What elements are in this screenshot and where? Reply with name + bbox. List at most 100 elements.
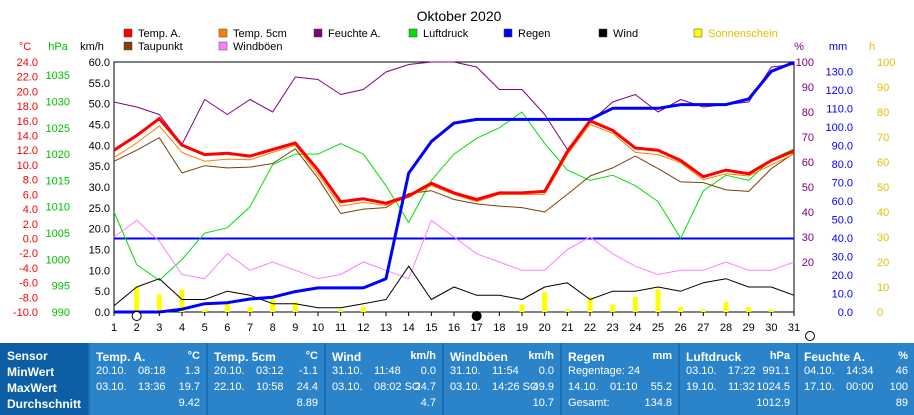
x-tick-label: 9: [292, 322, 298, 334]
legend-swatch: [408, 28, 418, 38]
stats-cell: 1012.9: [756, 397, 790, 409]
rain-unit-label: mm: [829, 41, 847, 53]
temp-tick-label: 18.0: [17, 101, 38, 113]
stats-cell: 11:54: [492, 365, 519, 377]
legend-swatch: [693, 28, 703, 38]
stats-box-unit: °C: [305, 350, 318, 362]
stats-cell: 03.10.: [686, 365, 717, 377]
x-tick-label: 18: [493, 322, 505, 334]
stats-cell: 08:18: [138, 365, 166, 377]
x-tick-label: 14: [403, 322, 415, 334]
rain-tick-label: 0.0: [838, 307, 853, 319]
row-label-avg: Durchschnitt: [7, 397, 82, 411]
stats-cell: 03.10.: [450, 381, 481, 393]
series-line-wind: [113, 265, 795, 309]
stats-cell: 03:12: [256, 365, 284, 377]
press-tick-label: 1000: [46, 254, 70, 266]
stats-box-unit: °C: [187, 350, 200, 362]
sunshine-bar: [542, 292, 548, 312]
legend-label: Taupunkt: [138, 41, 183, 53]
x-tick-label: 17: [471, 322, 483, 334]
press-tick-label: 1005: [46, 228, 70, 240]
stats-cell: -1.1: [299, 365, 318, 377]
stats-row: 17.10. 00:00 100: [804, 381, 908, 395]
chart-title: Oktober 2020: [417, 8, 502, 24]
stats-box: Temp. 5cm °C 20.10. 03:12 -1.1 22.10. 10:58 24.…: [208, 343, 324, 415]
stats-box-header: Regen: [568, 350, 605, 364]
sunshine-bar: [202, 309, 208, 312]
sunshine-bar: [224, 302, 230, 312]
x-tick-label: 31: [788, 322, 800, 334]
stats-row: 1012.9: [686, 397, 790, 411]
new-moon-icon: [471, 311, 482, 321]
stats-row: 03.10. 17:22 991.1: [686, 365, 790, 379]
wind-tick-label: 55.0: [89, 78, 110, 90]
x-tick-label: 8: [270, 322, 276, 334]
temp-tick-label: 12.0: [17, 145, 38, 157]
legend-label: Sonnenschein: [708, 28, 778, 40]
wind-tick-label: 50.0: [89, 99, 110, 111]
legend-swatch: [123, 41, 133, 51]
x-tick-label: 7: [247, 322, 253, 334]
legend-swatch: [598, 28, 608, 38]
wind-tick-label: 30.0: [89, 182, 110, 194]
wind-tick-label: 60.0: [89, 57, 110, 69]
sunshine-bar: [768, 309, 774, 312]
temp-tick-label: -10.0: [13, 307, 38, 319]
x-tick-label: 3: [156, 322, 162, 334]
press-tick-label: 1020: [46, 149, 70, 161]
stats-cell: 11:48: [374, 365, 401, 377]
temp-tick-label: -2.0: [19, 248, 38, 260]
x-tick-label: 5: [202, 322, 208, 334]
series-line-regen: [114, 61, 795, 314]
row-label-max: MaxWert: [7, 381, 57, 395]
stats-row: 20.10. 03:12 -1.1: [214, 365, 318, 379]
rain-tick-label: 130.0: [825, 66, 853, 78]
legend-label: Luftdruck: [423, 28, 469, 40]
stats-cell: 03.10.: [96, 381, 127, 393]
temp-unit-label: °C: [19, 41, 31, 53]
hum-tick-label: 90: [802, 82, 814, 94]
press-tick-label: 990: [52, 307, 70, 319]
temp-tick-label: 16.0: [17, 116, 38, 128]
stats-row: 4.7: [332, 397, 436, 411]
stats-row: 22.10. 10:58 24.4: [214, 381, 318, 395]
stats-box: Windböen km/h 31.10. 11:54 0.0 03.10. 14:26 SO…: [444, 343, 560, 415]
stats-cell: 24.7: [414, 381, 436, 393]
x-tick-label: 4: [179, 322, 185, 334]
hum-tick-label: 20: [802, 257, 814, 269]
sun-tick-label: 90: [877, 82, 889, 94]
sun-tick-label: 0: [877, 307, 883, 319]
axis-ticks: 24.0 22.0 20.0 18.0 16.0 14.0 12.0 10.0 8.0 6.0 4.…: [13, 57, 895, 319]
wind-tick-label: 40.0: [89, 140, 110, 152]
temp-tick-label: 0.0: [23, 233, 38, 245]
stats-row: 9.42: [96, 397, 200, 411]
rain-tick-label: 30.0: [832, 251, 853, 263]
full-moon-icon: [131, 311, 142, 321]
full-moon-icon: [805, 331, 815, 341]
stats-row: 04.10. 14:34 46: [804, 365, 908, 379]
x-tick-label: 26: [675, 322, 687, 334]
stats-cell: 19.7: [178, 381, 200, 393]
stats-box: Regen mm Regentage: 24 14.10. 01:10 55.2 Gesam…: [562, 343, 678, 415]
sun-tick-label: 30: [877, 232, 889, 244]
rain-tick-label: 110.0: [826, 103, 853, 115]
wind-tick-label: 0.0: [95, 307, 110, 319]
sunshine-bar: [700, 309, 706, 312]
wind-tick-label: 15.0: [89, 245, 110, 257]
series-line-windb-en: [113, 219, 795, 280]
x-tick-label: 11: [335, 322, 346, 334]
hum-tick-label: 60: [802, 157, 814, 169]
stats-cell: 8.89: [296, 397, 318, 409]
stats-cell: 89: [895, 397, 908, 409]
plot-frame: [113, 61, 795, 313]
legend-label: Temp. 5cm: [233, 28, 287, 40]
sunshine-bars: [134, 287, 774, 312]
sun-tick-label: 50: [877, 182, 889, 194]
legend-label: Feuchte A.: [328, 28, 381, 40]
x-tick-label: 21: [561, 322, 573, 334]
legend-swatch: [218, 41, 228, 51]
sunshine-bar: [156, 294, 162, 312]
x-tick-label: 24: [629, 322, 641, 334]
series-line-luftdruck: [113, 111, 795, 281]
